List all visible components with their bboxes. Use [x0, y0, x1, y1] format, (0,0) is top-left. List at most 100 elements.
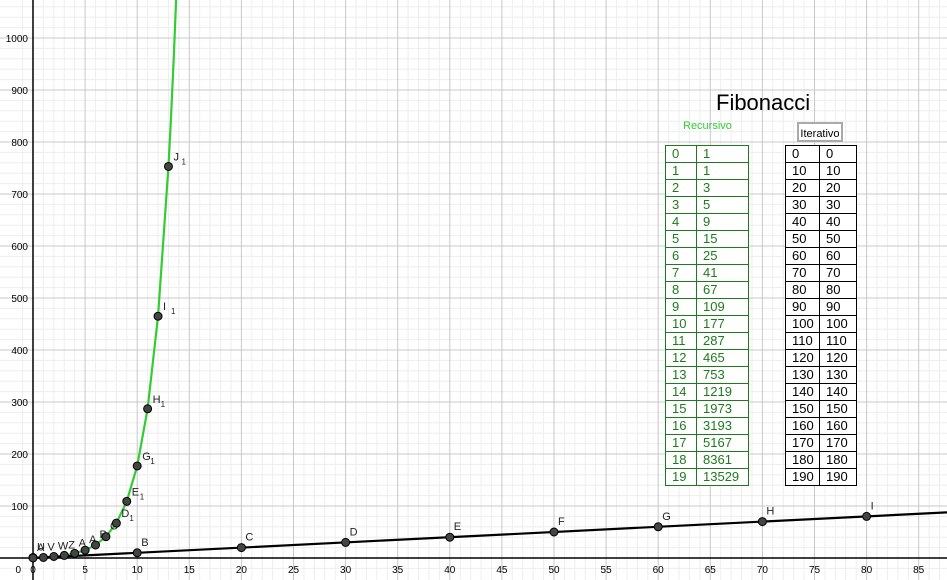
y-tick-label: 1000 — [6, 34, 29, 45]
iterative-table-row: 90 90 — [785, 298, 857, 316]
iterative-table-index-cell: 130 — [785, 366, 820, 384]
recursive-table-value-cell: 753 — [696, 366, 749, 384]
y-tick-label: 700 — [11, 190, 28, 201]
point-label: C — [245, 532, 253, 544]
recursive-table-index-cell: 16 — [665, 417, 697, 435]
recursive-table-value-cell: 1 — [696, 162, 749, 180]
iterative-table-value-cell: 0 — [819, 145, 857, 163]
y-tick-label: 800 — [11, 138, 28, 149]
point-label: A — [79, 537, 87, 549]
point-label: D — [350, 526, 358, 538]
recursive-table-row: 17 5167 — [665, 434, 749, 452]
recursive-table-row: 15 1973 — [665, 400, 749, 418]
point-label: J — [173, 151, 179, 163]
recursive-table-row: 19 13529 — [665, 468, 749, 486]
iterative-table-index-cell: 20 — [785, 179, 820, 197]
y-tick-label: 500 — [11, 294, 28, 305]
recursive-point — [132, 461, 142, 471]
recursive-table-index-cell: 2 — [665, 179, 697, 197]
recursive-point — [163, 161, 173, 171]
iterative-table-row: 130 130 — [785, 366, 857, 384]
iterative-table: 0 0 10 10 20 20 30 30 40 40 50 50 60 60 70 70 80 80 90 90 10… — [785, 145, 857, 486]
recursive-table-row: 14 1219 — [665, 383, 749, 401]
x-tick-label: 75 — [809, 565, 821, 576]
x-tick-label: 50 — [548, 565, 560, 576]
x-tick-label: 0 — [30, 565, 36, 576]
point-label-subscript: 1 — [171, 307, 176, 316]
iterative-table-value-cell: 20 — [819, 179, 857, 197]
iterative-line — [32, 511, 947, 560]
y-tick-label: 900 — [11, 86, 28, 97]
point-label: A — [89, 534, 97, 546]
recursive-table-label: Recursivo — [683, 120, 732, 132]
iterative-table-index-cell: 40 — [785, 213, 820, 231]
iterative-table-index-cell: 30 — [785, 196, 820, 214]
recursive-point — [153, 311, 163, 321]
point-label: E — [132, 486, 139, 498]
x-tick-label: 10 — [132, 565, 144, 576]
recursive-point — [70, 548, 80, 558]
recursive-point — [59, 550, 69, 560]
recursive-table-row: 12 465 — [665, 349, 749, 367]
iterative-table-index-cell: 180 — [785, 451, 820, 469]
iterative-table-row: 20 20 — [785, 179, 857, 197]
iterative-table-index-cell: 50 — [785, 230, 820, 248]
chart-title: Fibonacci — [716, 90, 811, 115]
x-tick-label: 55 — [601, 565, 613, 576]
y-tick-label: 400 — [11, 346, 28, 357]
recursive-table-value-cell: 109 — [696, 298, 749, 316]
iterative-point — [653, 522, 663, 532]
recursive-table-index-cell: 12 — [665, 349, 697, 367]
point-label: G — [662, 511, 671, 523]
recursive-table-row: 9 109 — [665, 298, 749, 316]
recursive-table-row: 11 287 — [665, 332, 749, 350]
iterative-table-row: 60 60 — [785, 247, 857, 265]
recursive-table-value-cell: 287 — [696, 332, 749, 350]
recursive-table-value-cell: 15 — [696, 230, 749, 248]
recursive-table-value-cell: 5167 — [696, 434, 749, 452]
iterative-point — [132, 548, 142, 558]
iterative-table-row: 100 100 — [785, 315, 857, 333]
iterative-table-index-cell: 190 — [785, 468, 820, 486]
x-tick-label: 0 — [15, 565, 21, 576]
recursive-table-row: 13 753 — [665, 366, 749, 384]
recursive-table-index-cell: 13 — [665, 366, 697, 384]
iterative-table-value-cell: 60 — [819, 247, 857, 265]
recursive-table-index-cell: 0 — [665, 145, 697, 163]
recursive-table-row: 6 25 — [665, 247, 749, 265]
iterative-table-value-cell: 80 — [819, 281, 857, 299]
x-tick-label: 70 — [757, 565, 769, 576]
x-tick-label: 80 — [861, 565, 873, 576]
x-tick-label: 25 — [288, 565, 300, 576]
recursive-table-value-cell: 1 — [696, 145, 749, 163]
recursive-table-index-cell: 15 — [665, 400, 697, 418]
recursive-table-value-cell: 3193 — [696, 417, 749, 435]
iterative-table-value-cell: 140 — [819, 383, 857, 401]
recursive-point — [143, 404, 153, 414]
iterative-table-value-cell: 30 — [819, 196, 857, 214]
point-label: V — [47, 541, 55, 553]
recursive-table-value-cell: 41 — [696, 264, 749, 282]
recursive-table-value-cell: 3 — [696, 179, 749, 197]
iterative-table-button[interactable]: Iterativo — [797, 122, 843, 142]
recursive-table-index-cell: 6 — [665, 247, 697, 265]
iterative-table-row: 10 10 — [785, 162, 857, 180]
point-label-subscript: 1 — [181, 157, 186, 166]
x-tick-label: 45 — [496, 565, 508, 576]
point-label: I — [163, 301, 166, 313]
iterative-table-value-cell: 50 — [819, 230, 857, 248]
iterative-table-value-cell: 130 — [819, 366, 857, 384]
point-label: G — [142, 451, 151, 463]
recursive-table-row: 18 8361 — [665, 451, 749, 469]
iterative-table-value-cell: 120 — [819, 349, 857, 367]
iterative-table-index-cell: 170 — [785, 434, 820, 452]
iterative-table-row: 120 120 — [785, 349, 857, 367]
recursive-table-value-cell: 1219 — [696, 383, 749, 401]
iterative-point — [862, 511, 872, 521]
y-tick-label: 200 — [11, 450, 28, 461]
recursive-table-index-cell: 1 — [665, 162, 697, 180]
point-label: B — [141, 537, 148, 549]
